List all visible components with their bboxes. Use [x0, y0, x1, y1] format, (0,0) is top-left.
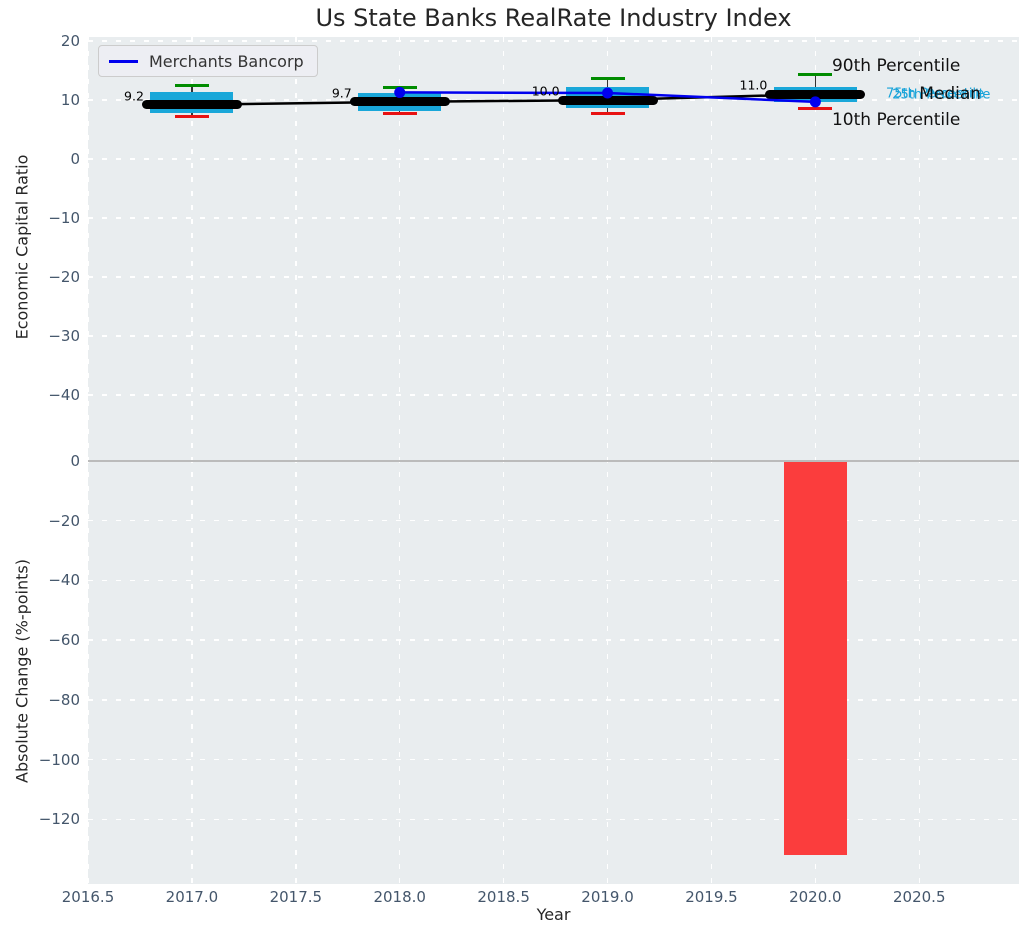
company-data-point — [394, 86, 406, 98]
gridline-horizontal — [88, 217, 1019, 219]
bottom-y-tick-label: −60 — [48, 631, 80, 650]
gridline-vertical — [918, 458, 920, 884]
top-y-tick-label: −20 — [48, 267, 80, 286]
legend: Merchants Bancorp — [98, 45, 318, 77]
x-tick-label: 2019.0 — [581, 888, 634, 906]
gridline-vertical — [710, 458, 713, 884]
top-axes: Merchants Bancorp 9.2 9.7 10.0 11.0 75th Per… — [87, 37, 1019, 458]
bottom-y-tick-label: −40 — [48, 571, 80, 590]
median-value-label: 9.7 — [331, 85, 352, 101]
gridline-horizontal — [88, 40, 1019, 42]
x-tick-label: 2017.5 — [269, 888, 323, 906]
bottom-axes — [87, 458, 1019, 884]
bottom-y-tick-label: −80 — [48, 690, 80, 709]
x-tick-label: 2020.0 — [789, 888, 842, 906]
gridline-horizontal — [88, 818, 1019, 821]
top-y-tick-label: 0 — [70, 150, 80, 169]
gridline-vertical — [87, 37, 89, 458]
median-value-label: 9.2 — [124, 88, 144, 104]
gridline-horizontal — [88, 335, 1019, 337]
gridline-vertical — [87, 458, 89, 884]
bottom-y-tick-label: −120 — [38, 810, 80, 829]
bottom-y-tick-label: 0 — [70, 451, 80, 470]
x-tick-label: 2016.5 — [61, 888, 115, 906]
median-line — [141, 100, 242, 110]
median-line — [765, 89, 866, 99]
gridline-vertical — [606, 37, 609, 458]
company-data-point — [602, 87, 614, 99]
whisker-cap-10th — [798, 106, 833, 110]
zero-line — [88, 459, 1019, 463]
gridline-vertical — [918, 37, 920, 458]
legend-line-swatch — [109, 59, 138, 63]
annotation-median: Median — [919, 84, 982, 105]
annotation-10th-percentile: 10th Percentile — [831, 110, 961, 131]
top-y-tick-label: −40 — [48, 385, 80, 404]
whisker-cap-10th — [590, 111, 625, 115]
annotation-25th-percentile: 25th Percentile — [892, 87, 991, 103]
gridline-horizontal — [88, 639, 1019, 641]
bottom-y-tick-label: −100 — [38, 750, 80, 769]
top-y-tick-label: −30 — [48, 326, 80, 345]
gridline-vertical — [710, 37, 713, 458]
gridline-vertical — [814, 37, 817, 458]
change-bar — [784, 460, 847, 856]
gridline-horizontal — [88, 276, 1019, 278]
gridline-horizontal — [88, 758, 1019, 761]
median-line — [349, 97, 450, 107]
gridline-horizontal — [88, 394, 1019, 396]
whisker-cap-90th — [590, 76, 625, 80]
gridline-vertical — [398, 37, 401, 458]
x-tick-label: 2019.5 — [685, 888, 738, 906]
gridline-vertical — [295, 458, 297, 884]
whisker-cap-10th — [174, 114, 209, 118]
gridline-vertical — [191, 458, 193, 884]
x-tick-label: 2018.0 — [373, 888, 426, 906]
gridline-vertical — [606, 458, 609, 884]
gridline-vertical — [191, 37, 193, 458]
median-line — [557, 95, 658, 105]
top-y-tick-label: 20 — [60, 32, 80, 51]
gridline-horizontal — [88, 699, 1019, 701]
gridline-vertical — [398, 458, 401, 884]
whisker-cap-90th — [798, 72, 833, 76]
gridline-vertical — [295, 37, 297, 458]
whisker-cap-90th — [174, 84, 209, 88]
chart-title: Us State Banks RealRate Industry Index — [315, 4, 792, 32]
whisker-cap-10th — [382, 111, 417, 115]
median-value-label: 11.0 — [739, 77, 768, 93]
annotation-90th-percentile: 90th Percentile — [831, 55, 961, 76]
gridline-horizontal — [88, 579, 1019, 582]
x-tick-label: 2018.5 — [477, 888, 530, 906]
company-data-point — [809, 96, 821, 108]
gridline-vertical — [502, 458, 505, 884]
company-line-layer — [394, 86, 821, 108]
legend-label: Merchants Bancorp — [149, 51, 304, 71]
gridline-vertical — [502, 37, 505, 458]
gridline-horizontal — [88, 519, 1019, 522]
top-y-tick-label: −10 — [48, 209, 80, 228]
gridline-horizontal — [88, 158, 1019, 160]
x-tick-label: 2020.5 — [893, 888, 946, 906]
x-tick-label: 2017.0 — [165, 888, 219, 906]
median-value-label: 10.0 — [531, 83, 560, 99]
annotation-75th-percentile: 75th Percentile — [886, 86, 985, 102]
top-y-tick-label: 10 — [60, 91, 80, 110]
bottom-y-tick-label: −20 — [48, 511, 80, 530]
x-axis-label: Year — [536, 905, 571, 924]
